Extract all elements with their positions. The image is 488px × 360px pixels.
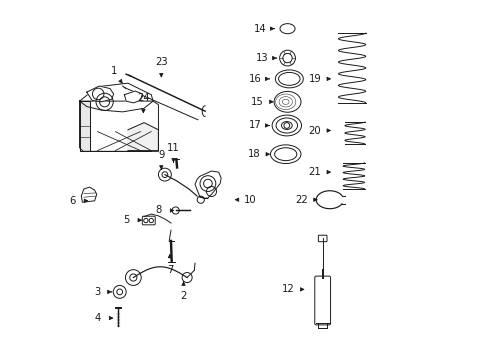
Polygon shape <box>80 101 158 151</box>
Text: 22: 22 <box>295 195 307 205</box>
Polygon shape <box>81 187 97 202</box>
Text: 15: 15 <box>250 97 263 107</box>
Text: 11: 11 <box>167 143 180 153</box>
Text: 10: 10 <box>244 195 256 205</box>
Text: 19: 19 <box>308 74 321 84</box>
Text: 7: 7 <box>166 265 173 275</box>
Text: 6: 6 <box>69 196 76 206</box>
Text: 18: 18 <box>247 149 260 159</box>
Polygon shape <box>124 91 142 103</box>
Polygon shape <box>128 123 158 150</box>
Polygon shape <box>86 86 113 102</box>
Text: 13: 13 <box>256 53 268 63</box>
Polygon shape <box>80 83 153 112</box>
Text: 5: 5 <box>122 215 129 225</box>
Text: 17: 17 <box>248 121 261 130</box>
Polygon shape <box>80 101 89 150</box>
Text: 8: 8 <box>155 206 161 216</box>
Text: 3: 3 <box>94 287 101 297</box>
Text: 16: 16 <box>248 74 261 84</box>
Text: 4: 4 <box>94 313 101 323</box>
Text: 21: 21 <box>308 167 321 177</box>
Text: 1: 1 <box>110 67 117 76</box>
Text: 14: 14 <box>253 24 265 34</box>
Text: 23: 23 <box>155 57 167 67</box>
Text: 24: 24 <box>137 93 149 103</box>
Text: 9: 9 <box>158 150 164 160</box>
Text: 2: 2 <box>180 291 186 301</box>
Text: 12: 12 <box>282 284 294 294</box>
Text: 20: 20 <box>308 126 321 135</box>
Polygon shape <box>195 171 221 199</box>
